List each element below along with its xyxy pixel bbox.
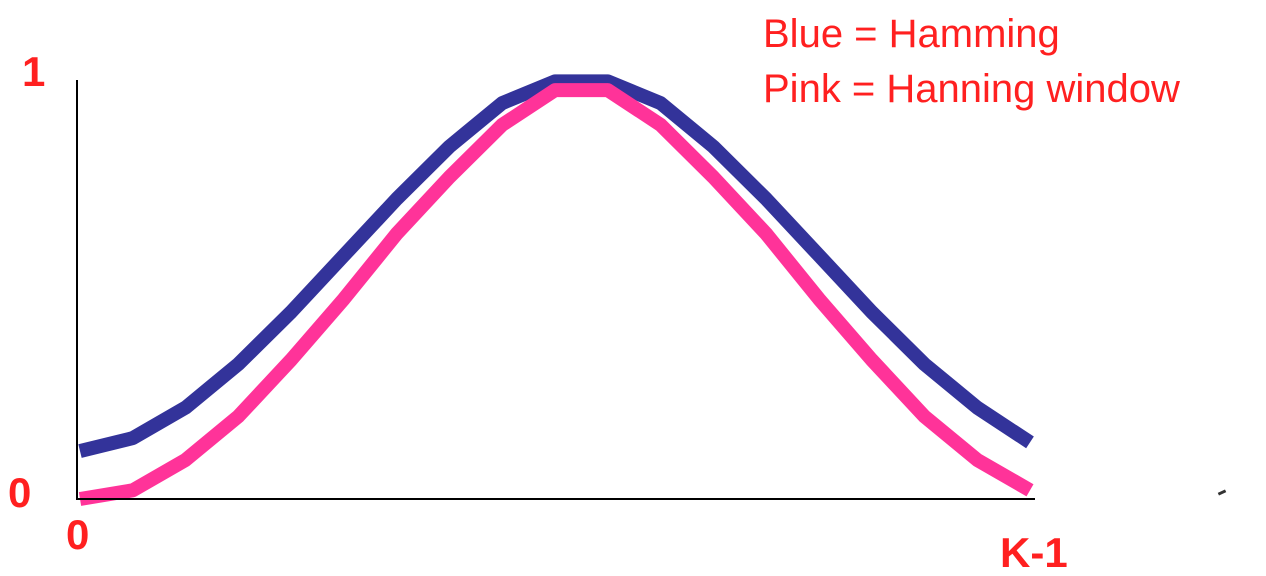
- legend-entry-hanning: Pink = Hanning window: [763, 66, 1180, 112]
- series-layer: [80, 81, 1030, 499]
- x-tick-label-zero: 0: [66, 512, 89, 558]
- legend-entry-hamming: Blue = Hamming: [763, 11, 1060, 57]
- y-tick-label-one: 1: [22, 49, 45, 95]
- y-tick-label-zero: 0: [8, 470, 31, 516]
- hamming-series-line: [80, 81, 1030, 451]
- hanning-series-line: [80, 90, 1030, 499]
- x-tick-label-k-minus-one: K-1: [1000, 530, 1068, 576]
